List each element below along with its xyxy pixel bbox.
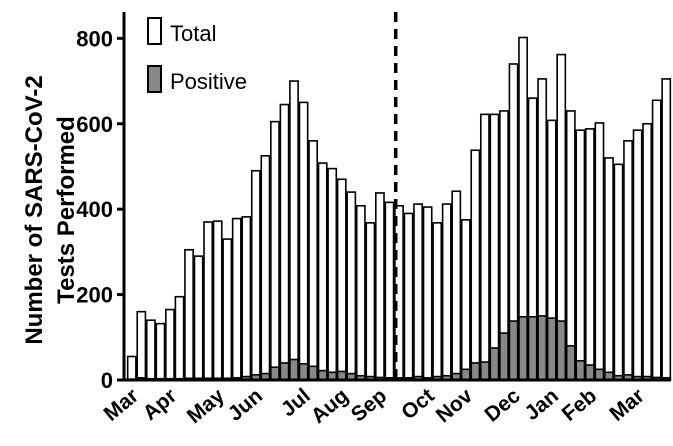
y-axis-title-line1: Number of SARS-CoV-2 (21, 75, 48, 344)
total-bar (317, 162, 328, 381)
total-bar (222, 238, 233, 381)
y-tick-label: 400 (76, 197, 113, 222)
legend-positive-label: Positive (170, 69, 247, 94)
x-tick-label: Feb (558, 384, 601, 426)
total-bar (126, 355, 137, 381)
positive-bar (279, 362, 290, 381)
total-bar (413, 203, 423, 381)
total-bar (432, 222, 443, 381)
total-bar (422, 206, 433, 381)
bars-group (126, 36, 672, 381)
total-bar (365, 222, 376, 381)
legend: Total Positive (147, 17, 247, 94)
total-bar (260, 154, 271, 381)
x-tick-label: Jun (224, 384, 267, 426)
total-bar (451, 190, 462, 381)
positive-bar (489, 347, 500, 381)
positive-bar (470, 362, 481, 381)
total-bar (632, 129, 643, 381)
positive-bar (584, 364, 595, 381)
total-bar (231, 217, 242, 381)
total-bar (403, 212, 414, 381)
x-tick-label: Sep (347, 384, 391, 426)
x-tick-label: Oct (397, 384, 439, 424)
total-bar (250, 169, 261, 381)
total-bar (575, 129, 586, 381)
total-bar (145, 319, 156, 381)
y-axis-title-line2: Tests Performed (53, 116, 80, 304)
total-bar (651, 99, 662, 381)
positive-bar (575, 359, 586, 381)
total-bar (441, 203, 452, 381)
positive-bar (508, 320, 519, 381)
y-axis-title: Number of SARS-CoV-2 Tests Performed (21, 75, 80, 344)
total-bar (565, 110, 576, 381)
total-bar (661, 78, 672, 381)
x-tick-label: Dec (480, 384, 525, 427)
x-tick-label: Apr (139, 384, 181, 425)
y-tick-label: 800 (76, 26, 113, 51)
total-bar (336, 178, 347, 381)
total-bar (212, 220, 223, 381)
total-bar (479, 113, 490, 381)
total-bar (136, 310, 147, 381)
total-bar (203, 221, 214, 381)
positive-bar (270, 366, 280, 381)
total-bar (375, 192, 385, 381)
positive-bar (289, 358, 299, 381)
total-bar (470, 149, 481, 381)
y-tick-label: 200 (76, 283, 113, 308)
x-tick-label: May (183, 384, 229, 428)
total-bar (460, 219, 471, 381)
x-tick-label: Mar (605, 384, 648, 426)
positive-bar (546, 317, 557, 381)
positive-bar (308, 365, 319, 381)
total-bar (355, 204, 366, 381)
total-bar (327, 167, 338, 381)
x-tick-label: Aug (307, 384, 353, 428)
total-bar (346, 191, 357, 381)
total-bar (165, 308, 175, 381)
total-bar (642, 122, 653, 381)
x-tick-label: Jul (277, 384, 315, 421)
positive-bar (556, 320, 567, 381)
total-bar (489, 113, 500, 381)
positive-bar (594, 368, 605, 381)
total-bar (174, 295, 185, 381)
total-bar (270, 120, 280, 381)
total-bar (193, 255, 204, 381)
total-bar (289, 80, 299, 381)
x-tick-label: Jan (520, 384, 563, 425)
total-bar (384, 201, 395, 381)
total-bar (604, 157, 614, 381)
total-bar (613, 163, 624, 381)
total-bar (584, 128, 595, 381)
positive-bar (479, 361, 490, 381)
total-bar (155, 322, 166, 381)
total-bar (623, 140, 633, 381)
y-tick-label: 0 (101, 368, 113, 393)
total-bar (241, 216, 252, 381)
legend-positive-swatch (147, 65, 162, 93)
positive-bar (565, 345, 576, 381)
total-bar (308, 140, 319, 381)
legend-total-label: Total (170, 21, 216, 46)
x-tick-label: Nov (432, 384, 477, 427)
y-tick-label: 600 (76, 112, 113, 137)
legend-total-swatch (147, 17, 162, 45)
total-bar (184, 248, 194, 381)
positive-bar (537, 315, 548, 381)
total-bar (594, 122, 605, 381)
positive-bar (499, 332, 509, 381)
positive-bar (518, 315, 528, 381)
positive-bar (460, 368, 471, 381)
total-bar (279, 103, 290, 381)
total-bar (298, 101, 309, 381)
positive-bar (298, 362, 309, 381)
y-ticks-group: 0 200 400 600 800 (76, 26, 124, 393)
positive-bar (527, 315, 538, 381)
